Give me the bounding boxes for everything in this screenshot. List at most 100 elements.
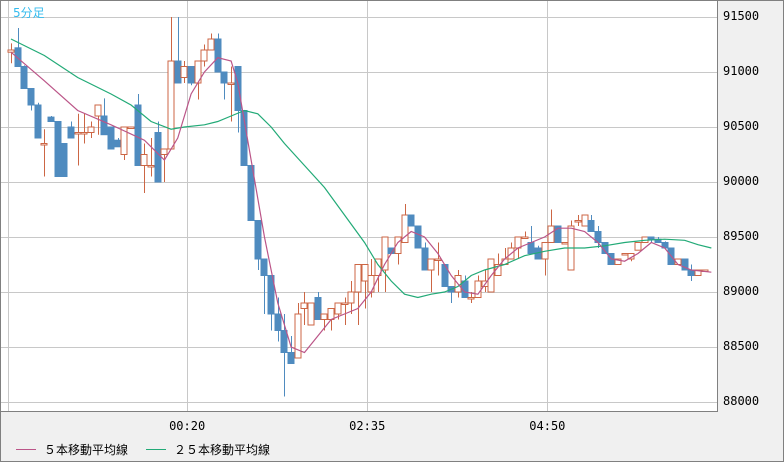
- candle: [60, 143, 68, 177]
- candle: [120, 126, 128, 155]
- candle: [401, 214, 409, 243]
- candle: [20, 66, 28, 89]
- ma5-line: [10, 51, 712, 354]
- ma25-swatch-icon: [146, 449, 167, 450]
- candle: [621, 253, 629, 256]
- candle: [27, 88, 35, 106]
- candle: [294, 313, 302, 359]
- x-tick-label: 00:20: [169, 419, 206, 433]
- y-tick-label: 91000: [723, 64, 760, 78]
- candle: [54, 121, 62, 177]
- candle: [74, 132, 82, 135]
- candle: [327, 308, 335, 320]
- candle: [354, 264, 362, 293]
- candle: [427, 258, 435, 271]
- legend-ma25: ２５本移動平均線: [146, 441, 270, 458]
- candle: [647, 236, 655, 240]
- y-tick-label: 89500: [723, 229, 760, 243]
- candle: [160, 148, 168, 155]
- candle: [421, 247, 429, 271]
- legend-ma5: ５本移動平均線: [16, 441, 128, 458]
- candle: [207, 38, 215, 51]
- candle: [527, 242, 535, 254]
- candle: [214, 38, 222, 73]
- candle: [681, 258, 689, 271]
- candle: [347, 291, 355, 304]
- candle: [561, 242, 569, 245]
- candle: [174, 60, 182, 84]
- candle: [514, 236, 522, 249]
- candle: [247, 165, 255, 221]
- candle: [361, 264, 369, 282]
- candle: [687, 269, 695, 276]
- candle: [287, 352, 295, 364]
- y-tick-label: 88500: [723, 339, 760, 353]
- candle: [474, 280, 482, 298]
- candle: [94, 104, 102, 117]
- candle: [274, 313, 282, 331]
- x-tick-label: 02:35: [349, 419, 386, 433]
- candle: [100, 115, 108, 136]
- legend: ５本移動平均線 ２５本移動平均線: [16, 441, 288, 458]
- y-tick-label: 88000: [723, 394, 760, 408]
- candle: [40, 143, 48, 146]
- candle: [581, 214, 589, 227]
- candle: [374, 258, 382, 276]
- candle: [14, 47, 22, 67]
- candle: [614, 258, 622, 265]
- candle: [180, 66, 188, 78]
- candle: [554, 225, 562, 243]
- candle: [147, 165, 155, 168]
- candle: [80, 132, 88, 135]
- candle: [254, 220, 262, 260]
- ma5-swatch-icon: [16, 449, 36, 450]
- candle: [7, 49, 15, 53]
- candle: [521, 236, 529, 239]
- candle: [267, 275, 275, 315]
- y-tick-label: 91500: [723, 9, 760, 23]
- candle: [314, 297, 322, 320]
- candle: [140, 154, 148, 166]
- candle: [414, 225, 422, 249]
- candle: [467, 297, 475, 300]
- candle: [127, 126, 135, 129]
- legend-ma5-label: ５本移動平均線: [44, 443, 129, 457]
- candle: [280, 330, 288, 353]
- candle: [227, 82, 235, 85]
- candle: [67, 126, 75, 139]
- candle: [574, 220, 582, 223]
- candle: [200, 49, 208, 62]
- candle: [320, 313, 328, 320]
- candle: [260, 258, 268, 276]
- candle: [47, 116, 55, 122]
- period-label: 5分足: [13, 6, 45, 20]
- candle: [107, 126, 115, 150]
- candle: [341, 302, 349, 305]
- candle: [381, 236, 389, 271]
- candle: [407, 214, 415, 227]
- candle: [167, 60, 175, 150]
- ma25-line: [10, 38, 712, 299]
- candle: [34, 104, 42, 139]
- candle: [134, 104, 142, 166]
- candle: [694, 269, 702, 276]
- candle: [334, 302, 342, 315]
- candle: [87, 126, 95, 133]
- plot-area[interactable]: 5分足: [1, 1, 718, 412]
- candle: [220, 71, 228, 84]
- y-tick-label: 90500: [723, 119, 760, 133]
- legend-ma25-label: ２５本移動平均線: [174, 443, 271, 457]
- candle: [587, 220, 595, 232]
- y-tick-label: 90000: [723, 174, 760, 188]
- candle: [434, 258, 442, 261]
- candle: [234, 66, 242, 111]
- candle: [634, 242, 642, 251]
- candle: [300, 302, 308, 309]
- candle: [307, 302, 315, 326]
- candle: [187, 66, 195, 84]
- candle: [394, 236, 402, 254]
- x-tick-label: 04:50: [529, 419, 566, 433]
- candlestick-chart: [1, 1, 717, 411]
- y-tick-label: 89000: [723, 284, 760, 298]
